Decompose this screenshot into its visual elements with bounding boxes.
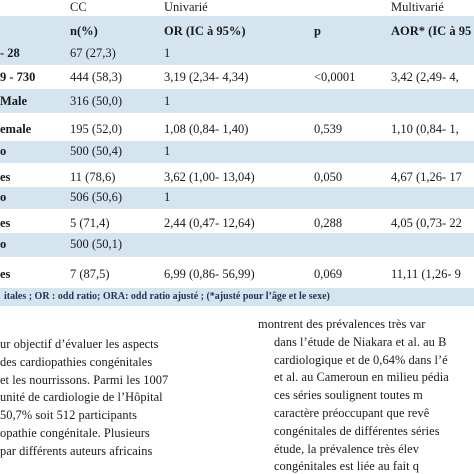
row-label: o — [0, 144, 7, 158]
table-row: es 7 (87,5) 6,99 (0,86- 56,99) 0,069 11,11 (… — [0, 257, 474, 288]
row-label: - 28 — [0, 46, 20, 60]
cell-or: 2,44 (0,47- 12,64) — [164, 216, 255, 230]
group-header-cc: CC — [70, 0, 87, 14]
row-label: emale — [0, 122, 32, 136]
table-row: o 506 (50,6) 1 — [0, 187, 474, 209]
row-label: o — [0, 237, 7, 251]
table-notes: itales ; OR : odd ratio; ORA: odd ratio … — [0, 288, 474, 306]
row-label: es — [0, 170, 11, 184]
cell-aor: 4,05 (0,73- 22 — [391, 216, 462, 230]
col-header-or: OR (IC à 95%) — [164, 24, 246, 38]
cell-n: 195 (52,0) — [70, 122, 123, 136]
left-text-line: unité de cardiologie de l’Hôpital — [0, 390, 163, 405]
cell-aor: 11,11 (1,26- 9 — [391, 267, 461, 281]
table-row: es 5 (71,4) 2,44 (0,47- 12,64) 0,288 4,05 (0… — [0, 209, 474, 233]
cell-or: 1 — [164, 190, 171, 204]
left-text-line: par différents auteurs africains — [0, 443, 153, 458]
column-header-row: n(%) OR (IC à 95%) p AOR* (IC à 95 — [0, 16, 474, 43]
right-text-line: dans l’étude de Niakara et al. au B — [274, 334, 447, 349]
col-header-n: n(%) — [70, 24, 98, 38]
table-row: o 500 (50,1) — [0, 233, 474, 257]
cell-n: 67 (27,3) — [70, 46, 116, 60]
left-text-line: des cardiopathies congénitales — [0, 354, 153, 369]
cell-or: 1 — [164, 94, 171, 108]
right-text-line: montrent des prévalences très var — [258, 317, 426, 331]
row-label: es — [0, 267, 11, 281]
cell-or: 6,99 (0,86- 56,99) — [164, 267, 255, 281]
cell-or: 3,62 (1,00- 13,04) — [164, 170, 255, 184]
table-row: - 28 67 (27,3) 1 — [0, 43, 474, 65]
row-label: Male — [0, 94, 28, 108]
cell-p: 0,288 — [314, 216, 343, 230]
cell-or: 3,19 (2,34- 4,34) — [164, 70, 249, 84]
cell-or: 1 — [164, 46, 171, 60]
left-text-line: 50,7% soit 512 participants — [0, 408, 137, 423]
cell-n: 316 (50,0) — [70, 94, 123, 108]
right-text-line: ces séries soulignent toutes m — [274, 388, 423, 403]
cell-n: 506 (50,6) — [70, 190, 123, 204]
table-row: es 11 (78,6) 3,62 (1,00- 13,04) 0,050 4,67 (… — [0, 163, 474, 187]
cell-aor: 1,10 (0,84- 1, — [391, 122, 459, 136]
table-row: o 500 (50,4) 1 — [0, 141, 474, 163]
cell-n: 500 (50,4) — [70, 144, 123, 158]
cell-p: <0,0001 — [314, 70, 356, 84]
group-header-multivarie: Multivarié — [391, 0, 444, 14]
row-label: o — [0, 190, 7, 204]
right-text-line: cardiologique et de 0,64% dans l’é — [274, 352, 448, 367]
group-header-univarie: Univarié — [164, 0, 208, 14]
cell-p: 0,539 — [314, 122, 343, 136]
table-row: emale 195 (52,0) 1,08 (0,84- 1,40) 0,539 1,1… — [0, 113, 474, 141]
table-row: 9 - 730 444 (58,3) 3,19 (2,34- 4,34) <0,000… — [0, 65, 474, 89]
cell-or: 1,08 (0,84- 1,40) — [164, 122, 249, 136]
cell-p: 0,069 — [314, 267, 343, 281]
table-row: Male 316 (50,0) 1 — [0, 89, 474, 113]
cell-n: 11 (78,6) — [70, 170, 116, 184]
row-label: es — [0, 216, 11, 230]
cell-aor: 4,67 (1,26- 17 — [391, 170, 462, 184]
group-header-row: CC Univarié Multivarié — [0, 0, 474, 16]
cell-or: 1 — [164, 144, 171, 158]
right-text-line: et al. au Cameroun en milieu pédia — [274, 370, 449, 385]
data-table: CC Univarié Multivarié n(%) OR (IC à 95%… — [0, 0, 474, 306]
col-header-p: p — [314, 24, 321, 38]
right-text-line: congénitales de différentes séries — [274, 423, 440, 438]
left-text-line: et les nourrissons. Parmi les 1007 — [0, 372, 169, 387]
right-text-line: étude, la prévalence très élev — [274, 441, 419, 456]
row-label: 9 - 730 — [0, 70, 36, 84]
cell-n: 7 (87,5) — [70, 267, 110, 281]
right-text-line: caractère préoccupant que revê — [274, 406, 430, 420]
right-text-line: congénitales est liée au fait q — [274, 459, 420, 474]
cell-aor: 3,42 (2,49- 4, — [391, 70, 459, 84]
cell-n: 500 (50,1) — [70, 237, 123, 251]
col-header-aor: AOR* (IC à 95 — [391, 24, 472, 38]
left-text-line: ur objectif d’évaluer les aspects — [0, 337, 159, 351]
cell-n: 444 (58,3) — [70, 70, 123, 84]
cell-p: 0,050 — [314, 170, 343, 184]
left-text-line: opathie congénitale. Plusieurs — [0, 426, 150, 440]
cell-n: 5 (71,4) — [70, 216, 110, 230]
